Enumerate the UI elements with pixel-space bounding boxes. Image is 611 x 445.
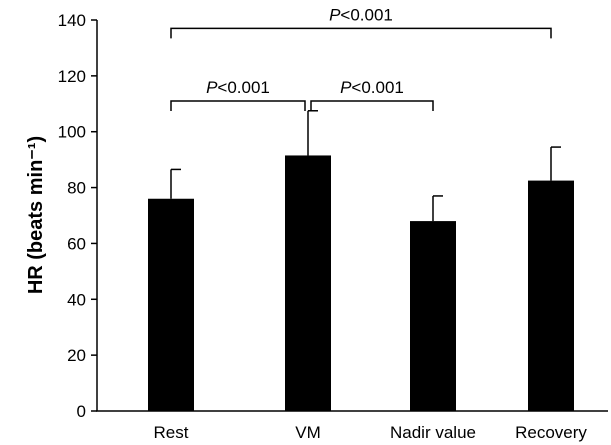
y-tick-label: 140 bbox=[58, 11, 86, 30]
y-axis: 0 20 40 60 80 100 120 140 bbox=[58, 11, 98, 421]
significance-label: P<0.001 bbox=[329, 5, 393, 24]
y-tick-label: 120 bbox=[58, 67, 86, 86]
bar bbox=[528, 180, 574, 411]
x-tick-label: Recovery bbox=[515, 423, 587, 442]
y-tick-label: 20 bbox=[67, 346, 86, 365]
x-axis: Rest VM Nadir value Recovery bbox=[96, 410, 608, 442]
significance-label: P<0.001 bbox=[340, 78, 404, 97]
bar bbox=[285, 155, 331, 411]
y-tick-label: 80 bbox=[67, 179, 86, 198]
bar bbox=[410, 221, 456, 411]
y-tick-label: 100 bbox=[58, 123, 86, 142]
x-tick-label: VM bbox=[295, 423, 321, 442]
x-tick-label: Nadir value bbox=[390, 423, 476, 442]
x-tick-label: Rest bbox=[154, 423, 189, 442]
y-tick-label: 60 bbox=[67, 234, 86, 253]
y-tick-label: 40 bbox=[67, 290, 86, 309]
y-axis-label: HR (beats min⁻¹) bbox=[25, 136, 47, 294]
significance-label: P<0.001 bbox=[206, 78, 270, 97]
bar bbox=[148, 198, 194, 411]
significance-bracket bbox=[310, 100, 434, 111]
significance-bracket bbox=[170, 100, 306, 111]
significance-bracket bbox=[170, 27, 552, 39]
y-tick-label: 0 bbox=[77, 402, 86, 421]
